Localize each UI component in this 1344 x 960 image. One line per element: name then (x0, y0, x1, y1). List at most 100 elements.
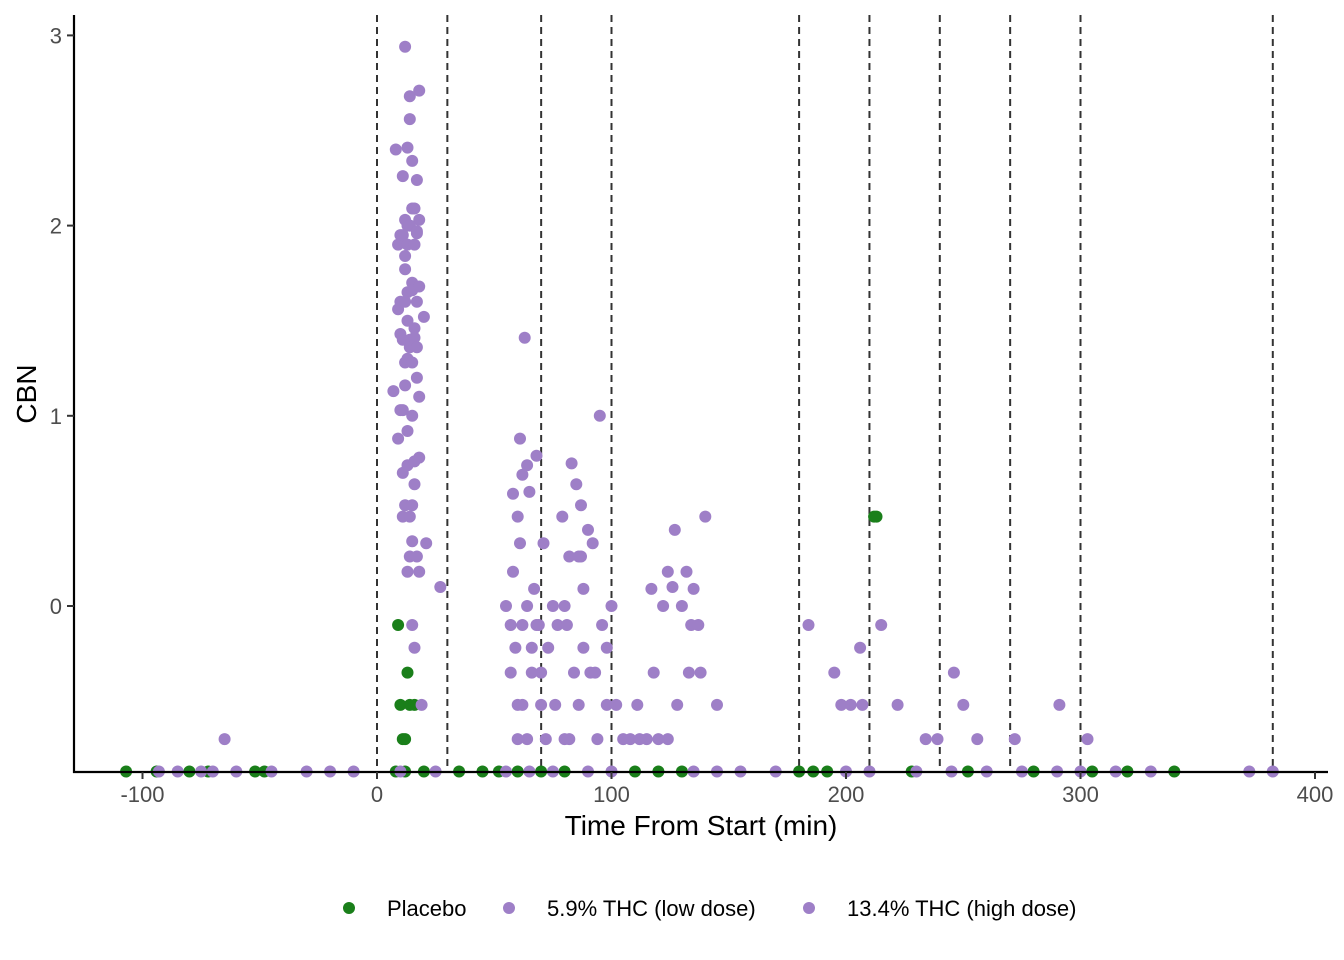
point-series1-26 (396, 170, 409, 183)
x-tick-label-2: 100 (593, 782, 630, 807)
point-series1-86 (537, 537, 550, 550)
point-series1-91 (558, 600, 571, 612)
y-axis-title: CBN (11, 364, 42, 423)
point-series1-102 (577, 641, 590, 654)
point-series1-126 (687, 582, 700, 595)
point-series1-50 (408, 478, 421, 491)
point-series2-29 (403, 510, 416, 523)
point-series1-19 (218, 733, 231, 746)
point-series2-21 (399, 295, 412, 308)
point-series1-140 (931, 733, 944, 746)
point-series1-122 (675, 600, 688, 612)
point-series2-36 (408, 455, 421, 468)
point-series2-35 (408, 331, 421, 344)
point-series1-36 (401, 425, 414, 437)
point-series1-51 (408, 641, 421, 654)
point-series1-87 (542, 641, 555, 654)
data-points (120, 40, 1279, 778)
point-series1-98 (572, 698, 585, 711)
point-series1-116 (647, 666, 660, 679)
point-series2-51 (589, 666, 602, 679)
point-series1-67 (507, 487, 519, 500)
point-series2-38 (410, 341, 423, 354)
point-series1-43 (406, 154, 419, 167)
point-series1-84 (535, 666, 548, 679)
point-series1-123 (680, 565, 693, 578)
point-series2-42 (511, 733, 524, 746)
point-series1-127 (692, 619, 705, 631)
reference-lines (376, 15, 1274, 772)
point-series1-72 (514, 432, 526, 445)
point-series1-85 (535, 698, 548, 711)
point-series2-55 (652, 733, 665, 746)
point-series1-143 (971, 733, 984, 746)
point-series2-50 (572, 550, 585, 563)
point-series0-35 (870, 510, 883, 523)
point-series2-54 (633, 733, 646, 746)
point-series2-46 (530, 619, 543, 631)
point-series2-24 (401, 314, 414, 327)
point-series1-132 (828, 666, 841, 679)
legend-key-1 (503, 902, 515, 914)
point-series2-34 (408, 238, 421, 251)
point-series1-81 (528, 582, 541, 595)
point-series1-45 (406, 409, 419, 422)
point-series1-39 (403, 113, 416, 126)
point-series1-76 (518, 331, 531, 344)
point-series1-145 (1053, 698, 1066, 711)
point-series1-54 (410, 295, 423, 308)
point-series1-137 (875, 619, 888, 631)
point-series1-111 (610, 698, 623, 711)
point-series1-70 (511, 510, 524, 523)
point-series1-37 (401, 565, 414, 578)
point-series0-31 (401, 666, 414, 679)
legend-label-0: Placebo (387, 896, 467, 921)
point-series2-22 (399, 379, 412, 392)
point-series2-49 (563, 733, 576, 746)
point-series1-55 (410, 371, 423, 384)
point-series1-47 (406, 619, 419, 631)
point-series1-38 (403, 90, 416, 103)
point-series1-77 (521, 459, 534, 472)
point-series2-20 (399, 250, 412, 262)
y-tick-label-3: 3 (50, 23, 62, 48)
point-series2-33 (406, 499, 419, 512)
point-series1-120 (668, 523, 681, 536)
point-series1-93 (560, 619, 573, 631)
point-series1-62 (434, 581, 447, 593)
point-series2-45 (525, 666, 538, 679)
point-series1-99 (575, 499, 587, 512)
y-tick-label-2: 2 (50, 214, 62, 239)
point-series1-88 (546, 600, 559, 612)
point-series1-52 (410, 174, 423, 186)
point-series1-110 (605, 600, 618, 612)
point-series2-48 (549, 698, 562, 711)
point-series1-106 (591, 733, 604, 746)
point-series1-128 (694, 666, 707, 679)
legend-key-0 (343, 902, 355, 914)
point-series1-23 (392, 432, 405, 445)
point-series1-97 (570, 478, 583, 491)
point-series1-101 (577, 582, 590, 595)
point-series2-16 (396, 229, 409, 242)
x-tick-label-3: 200 (828, 782, 865, 807)
point-series0-28 (394, 698, 407, 711)
point-series1-79 (523, 485, 536, 498)
point-series1-82 (530, 449, 543, 462)
point-series1-108 (596, 619, 609, 631)
point-series1-20 (387, 385, 400, 398)
point-series1-78 (521, 733, 534, 746)
point-series2-37 (410, 225, 423, 238)
point-series1-68 (507, 565, 519, 578)
x-axis-title: Time From Start (min) (565, 810, 838, 841)
point-series1-105 (586, 537, 599, 550)
point-series2-13 (392, 238, 405, 251)
point-series1-65 (504, 619, 517, 631)
point-series1-49 (408, 322, 421, 335)
point-series2-47 (539, 733, 552, 746)
point-series1-46 (406, 535, 419, 548)
point-series0-27 (392, 619, 405, 631)
y-tick-label-0: 0 (50, 594, 62, 619)
point-series1-33 (401, 141, 414, 154)
point-series1-63 (415, 698, 428, 711)
